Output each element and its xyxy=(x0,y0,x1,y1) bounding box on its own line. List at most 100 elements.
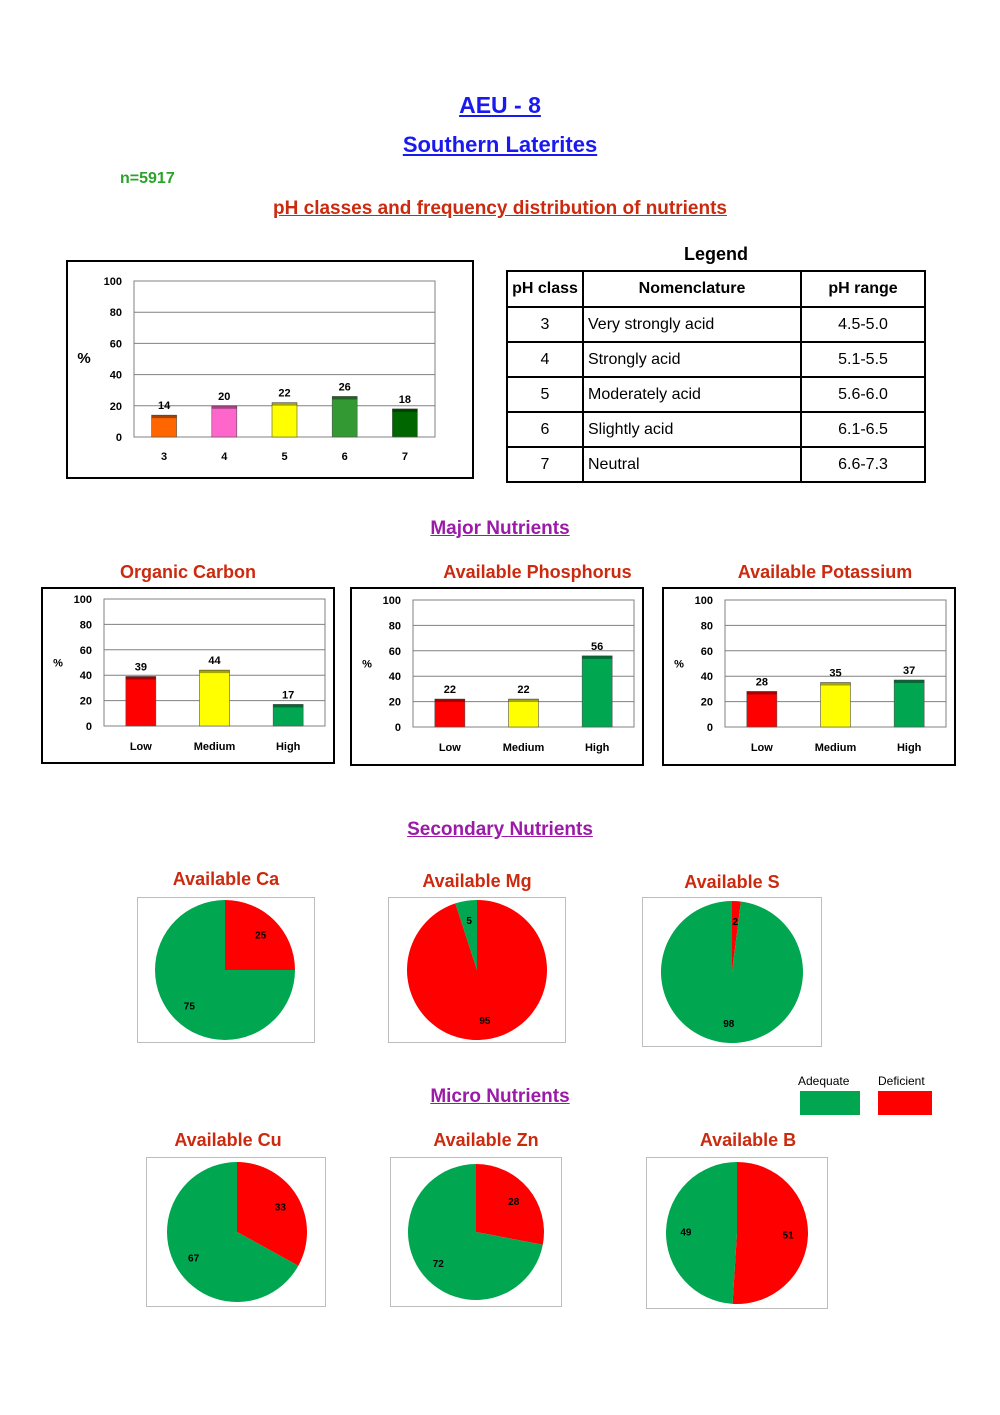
x-tick-label: High xyxy=(897,742,922,754)
legend-row: 6 Slightly acid 6.1-6.5 xyxy=(506,411,926,448)
data-label: 20 xyxy=(218,391,230,403)
x-tick-label: 3 xyxy=(161,451,167,463)
page-subtitle: Southern Laterites xyxy=(402,132,598,157)
y-tick-label: 80 xyxy=(701,620,713,632)
mg-chart-title: Available Mg xyxy=(422,871,532,891)
legend-header-range: pH range xyxy=(800,270,926,308)
bar xyxy=(893,679,925,728)
bar xyxy=(581,655,613,728)
y-tick-label: 0 xyxy=(116,432,122,444)
y-tick-label: 20 xyxy=(701,697,713,709)
slice-label: 28 xyxy=(508,1197,520,1208)
y-tick-label: 80 xyxy=(80,619,92,631)
x-tick-label: Low xyxy=(439,742,461,754)
y-tick-label: 100 xyxy=(104,276,122,288)
zn-pie-chart: 28 72 xyxy=(408,1164,544,1300)
bar-top-edge xyxy=(273,704,304,708)
bar xyxy=(199,669,230,727)
bar-top-edge xyxy=(820,682,851,686)
ca-chart-title: Available Ca xyxy=(172,869,280,889)
p-bar-chart: 0 20 40 60 80 100% 22 Low 22 Medium 56 High xyxy=(362,595,635,754)
bar-top-edge xyxy=(272,402,297,406)
cu-chart-title: Available Cu xyxy=(174,1130,282,1150)
b-chart-frame: 51 49 xyxy=(646,1157,828,1309)
cu-pie-chart: 33 67 xyxy=(167,1162,307,1302)
slice-label: 75 xyxy=(184,1002,196,1013)
bar-top-edge xyxy=(508,699,539,703)
bar xyxy=(508,698,539,728)
y-tick-label: 0 xyxy=(86,721,92,733)
y-tick-label: 40 xyxy=(389,671,401,683)
data-label: 44 xyxy=(208,655,221,667)
legend-range: 6.6-7.3 xyxy=(800,446,926,483)
legend-nomenclature: Slightly acid xyxy=(582,411,802,448)
y-tick-label: 100 xyxy=(383,595,401,607)
s-chart-title: Available S xyxy=(684,872,780,892)
bar-top-edge xyxy=(332,396,358,400)
slice-label: 2 xyxy=(732,917,738,928)
bar xyxy=(331,396,358,438)
p-chart-frame: 0 20 40 60 80 100% 22 Low 22 Medium 56 High xyxy=(350,587,644,766)
y-tick-label: 60 xyxy=(110,338,122,350)
pie-slice xyxy=(237,1162,307,1266)
y-tick-label: 20 xyxy=(80,696,92,708)
y-tick-label: 40 xyxy=(110,370,122,382)
oc-bar-chart: 0 20 40 60 80 100% 39 Low 44 Medium 17 High xyxy=(53,594,326,753)
bar-top-edge xyxy=(125,676,156,680)
slice-label: 25 xyxy=(255,930,267,941)
legend-nomenclature: Strongly acid xyxy=(582,341,802,378)
page-title: AEU - 8 xyxy=(459,92,541,118)
legend-row: 7 Neutral 6.6-7.3 xyxy=(506,446,926,483)
bar xyxy=(125,676,157,727)
pie-slice xyxy=(155,900,295,1040)
slice-label: 95 xyxy=(479,1016,491,1027)
oc-chart-title: Organic Carbon xyxy=(119,562,257,582)
pie-slice xyxy=(455,900,477,970)
legend-nomenclature: Neutral xyxy=(582,446,802,483)
legend-row: 5 Moderately acid 5.6-6.0 xyxy=(506,376,926,413)
bar xyxy=(211,405,238,438)
legend-class: 4 xyxy=(506,341,584,378)
y-axis-label: % xyxy=(674,659,684,671)
section-major-title: Major Nutrients xyxy=(430,518,570,539)
p-chart-title: Available Phosphorus xyxy=(443,562,632,582)
mg-pie-chart: 95 5 xyxy=(407,900,547,1040)
ca-chart-frame: 25 75 xyxy=(137,897,315,1043)
legend-range: 4.5-5.0 xyxy=(800,306,926,343)
bar-top-edge xyxy=(151,415,177,419)
x-tick-label: 6 xyxy=(342,451,348,463)
x-tick-label: Low xyxy=(751,742,773,754)
s-chart-frame: 2 98 xyxy=(642,897,822,1047)
pie-slice xyxy=(167,1162,299,1302)
slice-label: 51 xyxy=(783,1231,795,1242)
data-label: 28 xyxy=(756,676,768,688)
y-tick-label: 80 xyxy=(389,620,401,632)
b-pie-chart: 51 49 xyxy=(666,1162,809,1304)
y-tick-label: 0 xyxy=(395,722,401,734)
section-micro-title: Micro Nutrients xyxy=(430,1086,570,1107)
bar xyxy=(151,414,177,438)
legend-header-row: pH class Nomenclature pH range xyxy=(506,270,926,308)
pie-slice xyxy=(666,1162,737,1304)
legend-adequate-swatch xyxy=(800,1091,860,1115)
bar-top-edge xyxy=(211,405,237,409)
slice-label: 67 xyxy=(188,1254,200,1265)
slice-label: 98 xyxy=(723,1019,735,1030)
y-tick-label: 60 xyxy=(701,646,713,658)
bar xyxy=(392,408,418,438)
x-tick-label: Medium xyxy=(194,741,236,753)
y-tick-label: 40 xyxy=(80,670,92,682)
b-chart-title: Available B xyxy=(699,1130,797,1150)
pie-slice xyxy=(732,901,741,972)
bar-top-edge xyxy=(894,680,925,684)
x-tick-label: Medium xyxy=(503,742,545,754)
zn-chart-frame: 28 72 xyxy=(390,1157,562,1307)
bar-top-edge xyxy=(434,699,465,703)
data-label: 17 xyxy=(282,689,294,701)
y-tick-label: 100 xyxy=(74,594,92,606)
legend-nomenclature: Very strongly acid xyxy=(582,306,802,343)
y-tick-label: 60 xyxy=(389,646,401,658)
legend-row: 3 Very strongly acid 4.5-5.0 xyxy=(506,306,926,343)
x-tick-label: High xyxy=(276,741,301,753)
legend-class: 6 xyxy=(506,411,584,448)
